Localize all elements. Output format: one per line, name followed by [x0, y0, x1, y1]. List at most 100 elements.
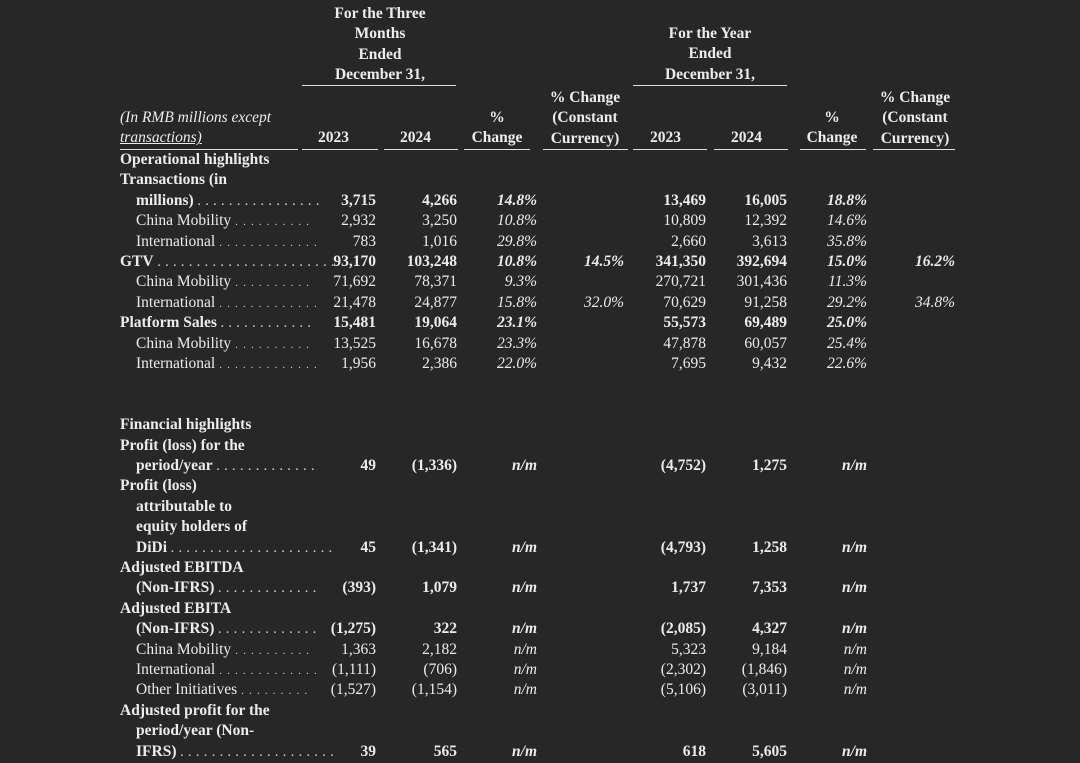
cell-y24: 16,005 — [744, 191, 787, 209]
cell-yc: 16.2% — [914, 253, 955, 270]
cell-qp: n/m — [513, 661, 537, 678]
row-label: Other Initiatives. . . . . . . . . — [136, 680, 308, 701]
y-2024-header: 2024 — [731, 129, 762, 146]
cell-qc: 14.5% — [583, 253, 624, 270]
cell-q23: 13,525 — [333, 334, 376, 352]
cell-q23: (393) — [342, 579, 376, 597]
cell-yp: 25.0% — [826, 314, 867, 332]
cell-qc: 32.0% — [583, 293, 624, 311]
cell-yp: n/m — [843, 681, 867, 699]
row-label-text: millions) — [136, 191, 194, 209]
cell-q24: 78,371 — [414, 273, 457, 291]
row-label: China Mobility. . . . . . . . . . — [136, 334, 310, 355]
three-months-underline — [302, 85, 456, 86]
leader-dots: . . . . . . . . . . . . . — [218, 624, 318, 637]
cell-y23: 1,737 — [671, 579, 706, 597]
cell-y24: 392,694 — [736, 253, 787, 270]
row-label: Transactions (in — [120, 170, 227, 190]
q-pct-const-header: % Change (Constant Currency) — [549, 89, 621, 147]
cell-q24: 565 — [433, 742, 457, 760]
cell-qp: 22.0% — [496, 355, 537, 372]
row-label: period/year. . . . . . . . . . . . . — [136, 456, 315, 477]
cell-y23: (4,752) — [660, 457, 706, 474]
row-label: equity holders of — [136, 517, 247, 537]
leader-dots: . . . . . . . . . . — [235, 216, 311, 229]
row-label-text: Profit (loss) — [120, 477, 197, 495]
cell-qp: 9.3% — [504, 273, 537, 291]
cell-y24: 301,436 — [736, 273, 787, 291]
leader-dots: . . . . . . . . . . . . . — [218, 583, 318, 596]
y-pct-change-underline — [800, 149, 866, 150]
cell-y23: (4,793) — [660, 538, 706, 556]
cell-q23: 1,956 — [341, 355, 376, 372]
cell-q24: 322 — [433, 620, 457, 638]
row-label: Adjusted EBITDA — [120, 558, 244, 578]
leader-dots: . . . . . . . . . . . . . . . . — [197, 195, 321, 208]
y-pct-const-underline — [873, 149, 955, 150]
cell-q23: 15,481 — [333, 314, 376, 332]
cell-qp: 10.8% — [496, 212, 537, 230]
unit-note: (In RMB millions except transactions) — [120, 109, 272, 147]
cell-y23: 5,323 — [671, 640, 706, 658]
cell-q23: 783 — [352, 232, 376, 250]
cell-yp: n/m — [843, 661, 867, 678]
row-label-text: Profit (loss) for the — [120, 436, 245, 454]
row-label-text: International — [136, 232, 216, 250]
cell-y23: 10,809 — [663, 212, 706, 230]
row-label-text: International — [136, 293, 216, 311]
cell-y24: 5,605 — [752, 742, 787, 760]
q-2023-header: 2023 — [318, 129, 349, 146]
q-2023-underline — [302, 149, 378, 150]
cell-yp: n/m — [842, 538, 867, 556]
cell-y23: 47,878 — [663, 334, 706, 352]
cell-yp: n/m — [842, 742, 867, 760]
leader-dots: . . . . . . . . . . . . . — [219, 297, 318, 310]
row-label-text: China Mobility — [136, 334, 232, 352]
cell-qp: n/m — [513, 640, 537, 658]
cell-qp: 29.8% — [496, 232, 537, 250]
cell-q23: (1,275) — [330, 620, 376, 638]
leader-dots: . . . . . . . . . . . . . — [216, 461, 316, 473]
cell-qp: n/m — [512, 620, 537, 638]
row-label-text: Other Initiatives — [136, 681, 238, 699]
cell-y24: 9,432 — [752, 355, 787, 372]
cell-y23: 7,695 — [671, 355, 706, 372]
cell-y24: (1,846) — [741, 661, 787, 678]
leader-dots: . . . . . . . . . . . . . — [219, 236, 318, 249]
cell-y23: 2,660 — [671, 232, 706, 250]
cell-q24: 19,064 — [414, 314, 457, 332]
cell-q24: (1,341) — [411, 538, 457, 556]
row-label: International. . . . . . . . . . . . . — [136, 232, 318, 253]
cell-y23: 618 — [682, 742, 706, 760]
q-2024-underline — [384, 149, 458, 150]
cell-yp: n/m — [843, 640, 867, 658]
cell-y24: 1,258 — [752, 538, 787, 556]
q-pct-change-underline — [464, 149, 530, 150]
row-label: DiDi . . . . . . . . . . . . . . . . . . … — [136, 538, 333, 559]
cell-qp: n/m — [512, 742, 537, 760]
row-label-text: equity holders of — [136, 518, 248, 536]
cell-y24: 12,392 — [744, 212, 787, 230]
cell-y23: 270,721 — [655, 273, 706, 291]
cell-qp: 23.3% — [496, 334, 537, 352]
row-label: China Mobility. . . . . . . . . . — [136, 640, 310, 661]
q-2024-header: 2024 — [400, 129, 431, 146]
cell-q24: (706) — [423, 661, 457, 678]
row-label: (Non-IFRS). . . . . . . . . . . . . — [136, 619, 317, 640]
row-label-text: International — [136, 355, 216, 372]
cell-y23: 13,469 — [663, 191, 706, 209]
row-label-text: Platform Sales — [120, 314, 217, 332]
unit-note-underline — [120, 149, 298, 150]
leader-dots: . . . . . . . . . — [241, 685, 309, 698]
row-label: Profit (loss) — [120, 476, 197, 496]
cell-q23: 39 — [360, 742, 377, 760]
cell-q23: (1,111) — [331, 661, 376, 678]
leader-dots: . . . . . . . . . . . . . — [219, 665, 318, 677]
cell-yp: 15.0% — [826, 253, 867, 270]
row-label: Platform Sales. . . . . . . . . . . . — [120, 313, 312, 334]
operational-section-title: Operational highlights — [120, 151, 270, 168]
row-label-text: China Mobility — [136, 273, 232, 291]
cell-q24: 16,678 — [414, 334, 457, 352]
row-label: China Mobility. . . . . . . . . . — [136, 272, 310, 293]
row-label-text: China Mobility — [136, 212, 232, 230]
